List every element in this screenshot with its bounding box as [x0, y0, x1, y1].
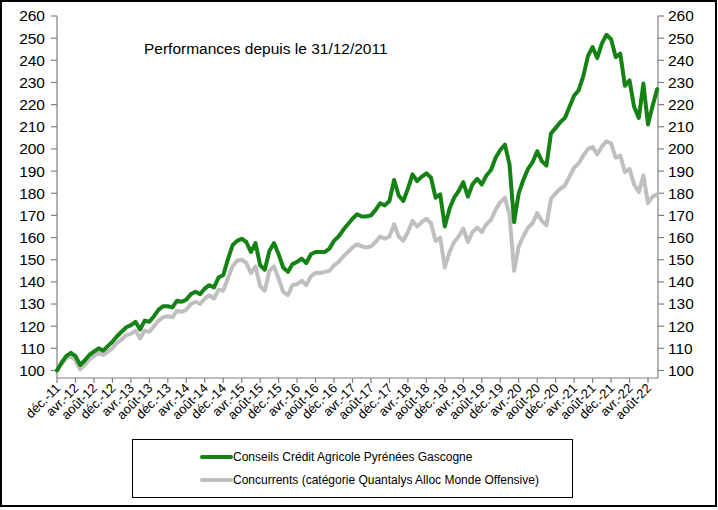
y-tick-label-left: 170 [19, 207, 45, 224]
y-tick-label-right: 170 [668, 207, 694, 224]
legend-item-concurrents: Concurrents (catégorie Quantalys Alloc M… [200, 474, 572, 486]
y-tick-label-right: 250 [668, 30, 694, 47]
y-tick-label-right: 160 [668, 229, 694, 246]
y-tick-label-left: 100 [19, 362, 45, 379]
y-tick-label-right: 260 [668, 7, 694, 24]
y-tick-label-left: 220 [19, 96, 45, 113]
legend-item-conseils: Conseils Crédit Agricole Pyrénées Gascog… [200, 451, 572, 463]
y-tick-label-right: 190 [668, 163, 694, 180]
y-tick-label-left: 150 [19, 251, 45, 268]
y-tick-label-right: 110 [668, 340, 693, 357]
y-tick-label-left: 230 [19, 74, 45, 91]
y-tick-label-right: 220 [668, 96, 694, 113]
y-tick-label-left: 160 [19, 229, 45, 246]
y-tick-label-left: 140 [19, 273, 45, 290]
y-ticks: 100 100 110 110 120 120 130 130 140 140 150 150 160 1… [19, 7, 694, 379]
y-tick-label-left: 190 [19, 163, 45, 180]
chart-legend: Conseils Crédit Agricole Pyrénées Gascog… [132, 439, 573, 498]
y-tick-label-right: 130 [668, 295, 694, 312]
y-tick-label-left: 260 [19, 7, 45, 24]
y-tick-label-right: 180 [668, 185, 694, 202]
y-tick-label-right: 140 [668, 273, 694, 290]
performance-chart-frame: Performances depuis le 31/12/2011 100100… [0, 0, 718, 510]
y-tick-label-left: 200 [19, 140, 45, 157]
outer-frame [1, 1, 716, 506]
y-tick-label-left: 250 [19, 30, 45, 47]
x-ticks: déc.-11avr.-12août-12déc.-12avr.-13août-… [23, 378, 655, 422]
y-tick-label-right: 150 [668, 251, 694, 268]
y-tick-label-right: 230 [668, 74, 694, 91]
y-tick-label-right: 240 [668, 52, 694, 69]
y-tick-label-left: 180 [19, 185, 45, 202]
y-tick-label-left: 240 [19, 52, 45, 69]
legend-line-swatch-concurrents [200, 478, 233, 482]
series-line-concurrents [57, 141, 657, 370]
y-tick-label-left: 210 [19, 118, 45, 135]
series-line-conseils [57, 35, 657, 371]
legend-label-concurrents: Concurrents (catégorie Quantalys Alloc M… [233, 474, 539, 486]
axes [57, 16, 658, 378]
y-tick-label-right: 200 [668, 140, 694, 157]
y-tick-label-left: 110 [20, 340, 45, 357]
y-tick-label-right: 100 [668, 362, 694, 379]
chart-title: Performances depuis le 31/12/2011 [144, 40, 388, 57]
y-tick-label-left: 130 [19, 295, 45, 312]
y-tick-label-right: 210 [668, 118, 694, 135]
performance-line-chart: Performances depuis le 31/12/2011 100100… [0, 0, 718, 510]
legend-label-conseils: Conseils Crédit Agricole Pyrénées Gascog… [233, 451, 472, 463]
y-tick-label-right: 120 [668, 318, 694, 335]
y-tick-label-left: 120 [19, 318, 45, 335]
legend-line-swatch-conseils [200, 455, 233, 459]
